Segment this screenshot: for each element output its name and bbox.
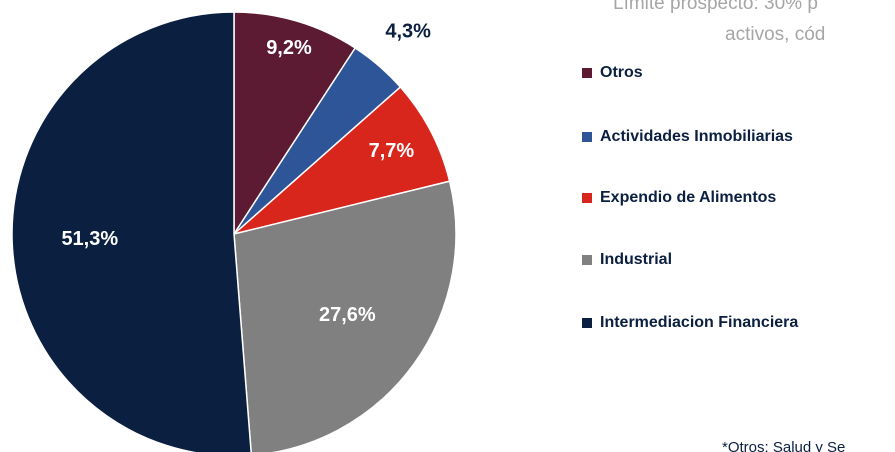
legend-label: Otros [600,64,643,81]
footnote: *Otros: Salud y Se [722,439,845,452]
legend-label: Actividades Inmobiliarias [600,128,793,145]
legend-swatch [582,68,592,78]
data-label: 51,3% [61,228,118,250]
pie-slice [233,180,457,452]
legend-label: Intermediacion Financiera [600,314,798,331]
pie-slice [233,11,357,237]
legend-label: Expendio de Alimentos [600,189,776,206]
legend-swatch [582,132,592,142]
legend-swatch [582,318,592,328]
pie-slice [233,85,451,235]
legend-swatch [582,193,592,203]
data-label: 4,3% [385,21,431,43]
title-line: Límite prospecto: 30% p [613,0,818,14]
legend-label: Industrial [600,251,672,268]
data-label: 27,6% [319,304,376,326]
data-label: 9,2% [266,37,312,59]
legend-swatch [582,255,592,265]
title-line: activos, cód [725,24,825,45]
pie-slice [11,11,252,452]
data-label: 7,7% [369,140,415,162]
